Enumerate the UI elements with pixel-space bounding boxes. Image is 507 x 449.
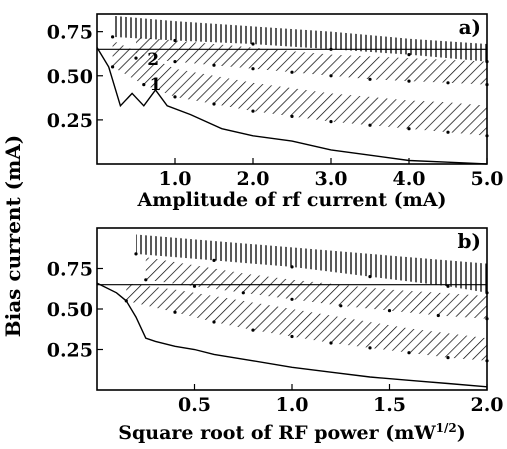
critical-current-line bbox=[96, 47, 488, 165]
x-tick-label: 1.5 bbox=[373, 394, 406, 416]
step-band-2-point bbox=[241, 291, 245, 295]
step-band-1-point bbox=[212, 320, 216, 324]
y-tick-label: 0.75 bbox=[47, 259, 93, 281]
step-band-1-point bbox=[212, 102, 216, 106]
step-band-2-point bbox=[329, 74, 333, 78]
plot-frame bbox=[96, 13, 488, 165]
step-band-1-point bbox=[368, 346, 372, 350]
step-band-3-point bbox=[446, 284, 450, 288]
step-band-3-point bbox=[134, 252, 138, 256]
step-band-2-point bbox=[339, 304, 343, 308]
x-tick-label: 2.0 bbox=[470, 394, 503, 416]
x-tick-label: 5.0 bbox=[470, 168, 503, 190]
x-axis-label-b: Square root of RF power (mW1/2) bbox=[118, 421, 466, 444]
step-band-1 bbox=[112, 40, 487, 136]
step-band-1 bbox=[126, 283, 488, 361]
step-band-3 bbox=[136, 234, 487, 293]
step-band-1-point bbox=[173, 310, 177, 314]
step-band-1-point bbox=[407, 351, 411, 355]
step-band-1-point bbox=[173, 95, 177, 99]
x-axis-label-a: Amplitude of rf current (mA) bbox=[137, 189, 447, 211]
step-band-1-point bbox=[446, 356, 450, 360]
x-axis-label-b-main: Square root of RF power (mW bbox=[118, 422, 436, 444]
y-tick-label: 0.25 bbox=[47, 110, 93, 132]
step-band-3-point bbox=[212, 258, 216, 262]
region-label: 2 bbox=[147, 50, 159, 70]
x-axis-label-b-end: ) bbox=[457, 422, 466, 444]
panel-label: a) bbox=[459, 15, 481, 39]
step-band-2-point bbox=[251, 67, 255, 71]
x-tick-label: 1.0 bbox=[275, 394, 308, 416]
step-band-2-point bbox=[436, 313, 440, 318]
step-band-1-point bbox=[142, 83, 146, 87]
step-band-1-point bbox=[329, 341, 333, 345]
step-band-1-point bbox=[407, 127, 411, 131]
step-band-3-point bbox=[407, 53, 411, 57]
critical-current-line bbox=[96, 282, 488, 388]
step-band-1-point bbox=[290, 114, 294, 118]
step-band-3-point bbox=[251, 42, 255, 46]
step-band-3-point bbox=[368, 275, 372, 279]
step-band-3-point bbox=[173, 38, 177, 43]
step-band-2-point bbox=[173, 60, 177, 64]
step-band-3-point bbox=[111, 35, 115, 39]
step-band-3-point bbox=[290, 265, 294, 269]
step-band-1-point bbox=[368, 123, 372, 127]
y-tick-label: 0.50 bbox=[47, 299, 93, 321]
x-tick-label: 2.0 bbox=[236, 168, 269, 190]
step-band-2-point bbox=[290, 70, 294, 74]
step-band-1-point bbox=[329, 120, 333, 124]
step-band-2-point bbox=[212, 63, 216, 67]
step-band-2-point bbox=[407, 79, 411, 83]
y-axis-label: Bias current (mA) bbox=[1, 135, 25, 338]
x-tick-label: 1.0 bbox=[158, 168, 191, 190]
step-band-3 bbox=[112, 15, 487, 62]
x-tick-label: 4.0 bbox=[392, 168, 425, 190]
y-tick-label: 0.50 bbox=[47, 66, 93, 88]
step-band-2 bbox=[145, 257, 488, 319]
step-band-2-point bbox=[290, 297, 294, 301]
step-band-2-point bbox=[144, 278, 148, 282]
step-band-1-point bbox=[111, 65, 115, 69]
step-band-1-point bbox=[290, 334, 294, 339]
step-band-1-point bbox=[251, 328, 255, 332]
step-band-2-point bbox=[192, 284, 197, 288]
region-label: 1 bbox=[150, 75, 162, 95]
x-tick-label: 0.5 bbox=[178, 394, 211, 416]
x-axis-label-b-superscript: 1/2 bbox=[436, 421, 457, 435]
step-band-1-point bbox=[446, 130, 450, 134]
panel-a: 1.0 2.0 3.0 4.0 5.0 0.25 0.50 0.75 a) 2 1 bbox=[47, 13, 504, 190]
step-band-2-point bbox=[446, 81, 450, 85]
x-tick-label: 3.0 bbox=[314, 168, 347, 190]
y-tick-label: 0.75 bbox=[47, 22, 93, 44]
step-band-2-point bbox=[368, 77, 372, 81]
y-tick-label: 0.25 bbox=[47, 340, 93, 362]
step-band-2-point bbox=[387, 309, 392, 313]
step-band-2-point bbox=[134, 56, 138, 60]
panel-label: b) bbox=[458, 229, 481, 253]
panel-b: 0.5 1.0 1.5 2.0 0.25 0.50 0.75 b) bbox=[47, 227, 504, 416]
step-band-1-point bbox=[251, 109, 255, 113]
